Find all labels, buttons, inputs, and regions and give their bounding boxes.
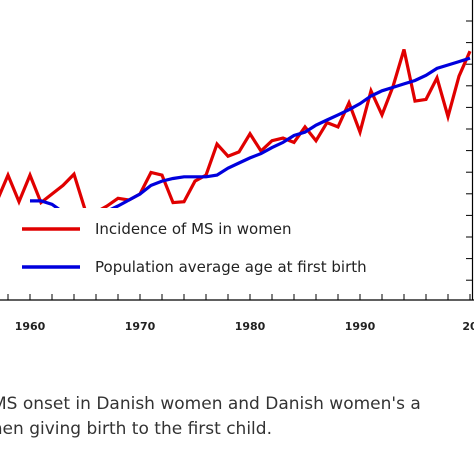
y-axis-ticks	[466, 20, 473, 281]
x-tick-label: 20	[462, 320, 474, 333]
caption-line-2: men giving birth to the first child.	[0, 419, 272, 439]
legend-label: Incidence of MS in women	[95, 220, 292, 238]
legend-label: Population average age at first birth	[95, 258, 367, 276]
x-tick-label: 1980	[235, 320, 266, 333]
series-layer	[0, 49, 472, 217]
legend: Incidence of MS in women Population avera…	[8, 208, 464, 282]
x-tick-label: 1990	[345, 320, 376, 333]
x-axis-ticks: 1960 1970 1980 1990 20	[7, 294, 474, 333]
chart: 1960 1970 1980 1990 20 Incidence of MS in wo…	[0, 0, 474, 333]
caption-line-1: MS onset in Danish women and Danish wome…	[0, 394, 421, 414]
plot-frame	[0, 0, 474, 301]
figure-caption: MS onset in Danish women and Danish wome…	[0, 392, 474, 442]
x-tick-label: 1970	[125, 320, 156, 333]
legend-box	[8, 208, 464, 282]
x-tick-label: 1960	[15, 320, 46, 333]
series-line-ms-incidence	[0, 49, 472, 214]
